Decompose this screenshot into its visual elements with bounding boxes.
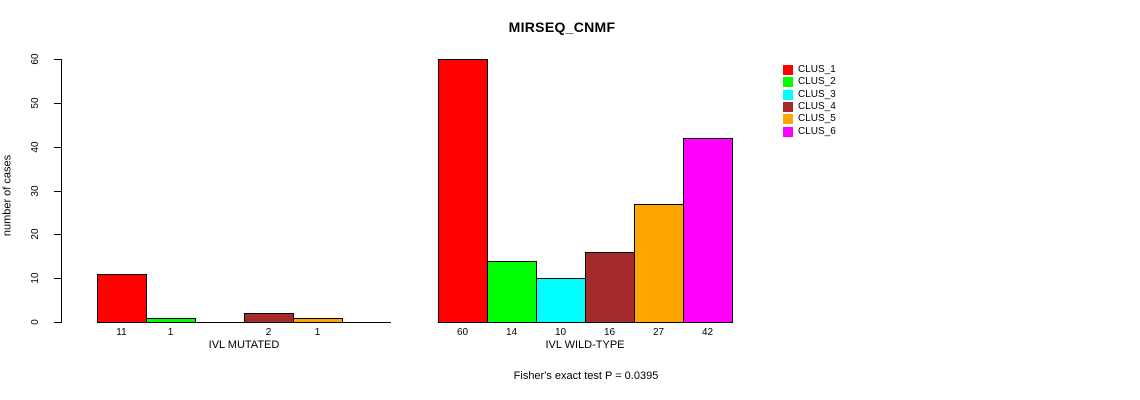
y-axis-tick [54,103,61,104]
legend-swatch-clus-4 [783,101,793,112]
bar-value-label: 42 [701,327,714,338]
bar-value-label: 60 [456,327,469,338]
y-tick-label: 0 [30,319,41,325]
legend-label: CLUS_4 [798,101,836,112]
y-axis-tick [54,234,61,235]
y-axis-tick [54,278,61,279]
bar-value-label: 14 [505,327,518,338]
legend-label: CLUS_1 [798,64,836,75]
bar-value-label: 11 [116,327,127,338]
bar-clus-2 [146,318,196,323]
bar-clus-6 [683,138,733,323]
y-tick-label: 10 [30,272,41,284]
legend-swatch-clus-5 [783,113,793,124]
legend-label: CLUS_5 [798,113,836,124]
y-axis-line [61,59,62,323]
legend-swatch-clus-6 [783,126,793,137]
group-label-ivl-wild-type: IVL WILD-TYPE [545,339,625,351]
legend-item: CLUS_1 [783,64,836,75]
y-axis-title: number of cases [1,154,14,237]
bar-clus-2 [487,261,537,323]
legend-label: CLUS_6 [798,126,836,137]
legend-swatch-clus-3 [783,89,793,100]
bar-clus-4 [585,252,635,323]
bar-value-label: 1 [314,327,321,338]
legend-label: CLUS_2 [798,76,836,87]
y-tick-label: 30 [30,185,41,197]
y-tick-label: 20 [30,228,41,240]
legend-swatch-clus-1 [783,64,793,75]
y-tick-label: 40 [30,141,41,153]
y-axis-tick [54,59,61,60]
bar-clus-1 [438,59,488,323]
legend-item: CLUS_4 [783,101,836,112]
legend-item: CLUS_5 [783,113,836,124]
bar-clus-4 [244,313,294,323]
y-tick-label: 60 [30,53,41,65]
bar-value-label: 2 [265,327,272,338]
bar-value-label: 1 [167,327,174,338]
fisher-test-annotation: Fisher's exact test P = 0.0395 [513,370,659,382]
y-axis-tick [54,191,61,192]
chart-title: MIRSEQ_CNMF [508,19,616,35]
bar-value-label: 27 [652,327,665,338]
y-axis-tick [54,147,61,148]
legend-item: CLUS_3 [783,89,836,100]
y-axis-tick [54,322,61,323]
bar-clus-3 [536,278,586,323]
legend-label: CLUS_3 [798,89,836,100]
bar-clus-5 [293,318,343,323]
legend-item: CLUS_2 [783,76,836,87]
legend-item: CLUS_6 [783,126,836,137]
bar-clus-5 [634,204,684,323]
bar-clus-1 [97,274,147,323]
legend-swatch-clus-2 [783,76,793,87]
y-tick-label: 50 [30,97,41,109]
group-label-ivl-mutated: IVL MUTATED [208,339,280,351]
bar-value-label: 16 [603,327,616,338]
bar-value-label: 10 [554,327,567,338]
